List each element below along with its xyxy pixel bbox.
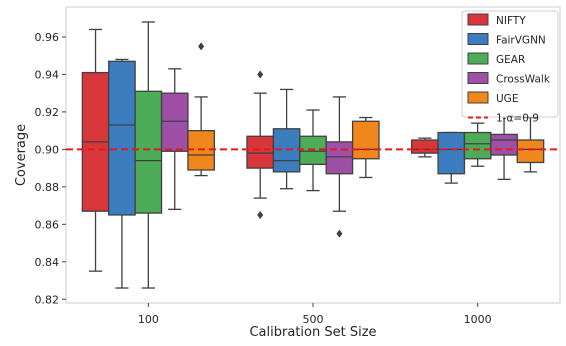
box-fairvgnn-1000 bbox=[437, 131, 466, 184]
box-body bbox=[351, 120, 380, 160]
y-tick-label: 0.88 bbox=[35, 181, 60, 194]
box-body bbox=[437, 131, 466, 175]
y-tick-label: 0.84 bbox=[35, 256, 60, 269]
y-tick-label: 0.86 bbox=[35, 218, 60, 231]
y-tick-label: 0.92 bbox=[35, 106, 60, 119]
box-body bbox=[246, 135, 275, 169]
box-fairvgnn-100 bbox=[108, 58, 136, 289]
legend-label-uge: UGE bbox=[496, 93, 518, 105]
box-body bbox=[160, 92, 189, 152]
box-uge-500 bbox=[351, 116, 380, 179]
x-tick-label: 100 bbox=[138, 313, 159, 326]
box-body bbox=[325, 141, 354, 175]
box-body bbox=[134, 90, 163, 214]
y-axis: 0.82 0.84 0.86 0.88 0.90 0.92 0.94 0.96 bbox=[35, 31, 66, 306]
x-tick-label: 500 bbox=[303, 313, 324, 326]
outlier-point bbox=[257, 210, 264, 219]
y-tick-label: 0.90 bbox=[35, 143, 60, 156]
x-axis-label: Calibration Set Size bbox=[249, 325, 376, 340]
y-tick-label: 0.82 bbox=[35, 293, 60, 306]
legend-label-gear: GEAR bbox=[496, 54, 525, 66]
y-tick-label: 0.94 bbox=[35, 68, 60, 81]
legend-swatch-gear bbox=[467, 52, 489, 65]
box-gear-100 bbox=[134, 21, 163, 289]
legend-label-nifty: NIFTY bbox=[496, 15, 526, 27]
y-tick-label: 0.96 bbox=[35, 31, 60, 44]
legend-label-reference: 1-α=0.9 bbox=[496, 113, 539, 125]
legend-label-fairvgnn: FairVGNN bbox=[496, 35, 546, 47]
legend-swatch-uge bbox=[467, 91, 489, 104]
box-crosswalk-100 bbox=[160, 68, 189, 210]
outlier-point bbox=[336, 229, 343, 238]
legend-label-crosswalk: CrossWalk bbox=[496, 74, 551, 86]
x-axis: 100 500 1000 bbox=[138, 303, 492, 326]
box-crosswalk-500 bbox=[325, 96, 354, 238]
box-body bbox=[411, 139, 439, 154]
y-axis-label: Coverage bbox=[14, 124, 29, 186]
box-nifty-500 bbox=[246, 70, 275, 219]
x-tick-label: 1000 bbox=[464, 313, 492, 326]
box-body bbox=[463, 131, 492, 160]
legend-swatch-fairvgnn bbox=[467, 33, 489, 45]
box-gear-1000 bbox=[463, 122, 492, 167]
box-body bbox=[490, 133, 518, 156]
legend-swatch-crosswalk bbox=[467, 72, 489, 84]
outlier-point bbox=[198, 42, 205, 51]
legend: NIFTY FairVGNN GEAR CrossWalk UGE 1-α=0.9 bbox=[461, 10, 559, 125]
box-body bbox=[108, 60, 136, 216]
legend-swatch-nifty bbox=[467, 13, 489, 26]
box-body bbox=[516, 139, 545, 164]
outlier-point bbox=[257, 70, 264, 79]
